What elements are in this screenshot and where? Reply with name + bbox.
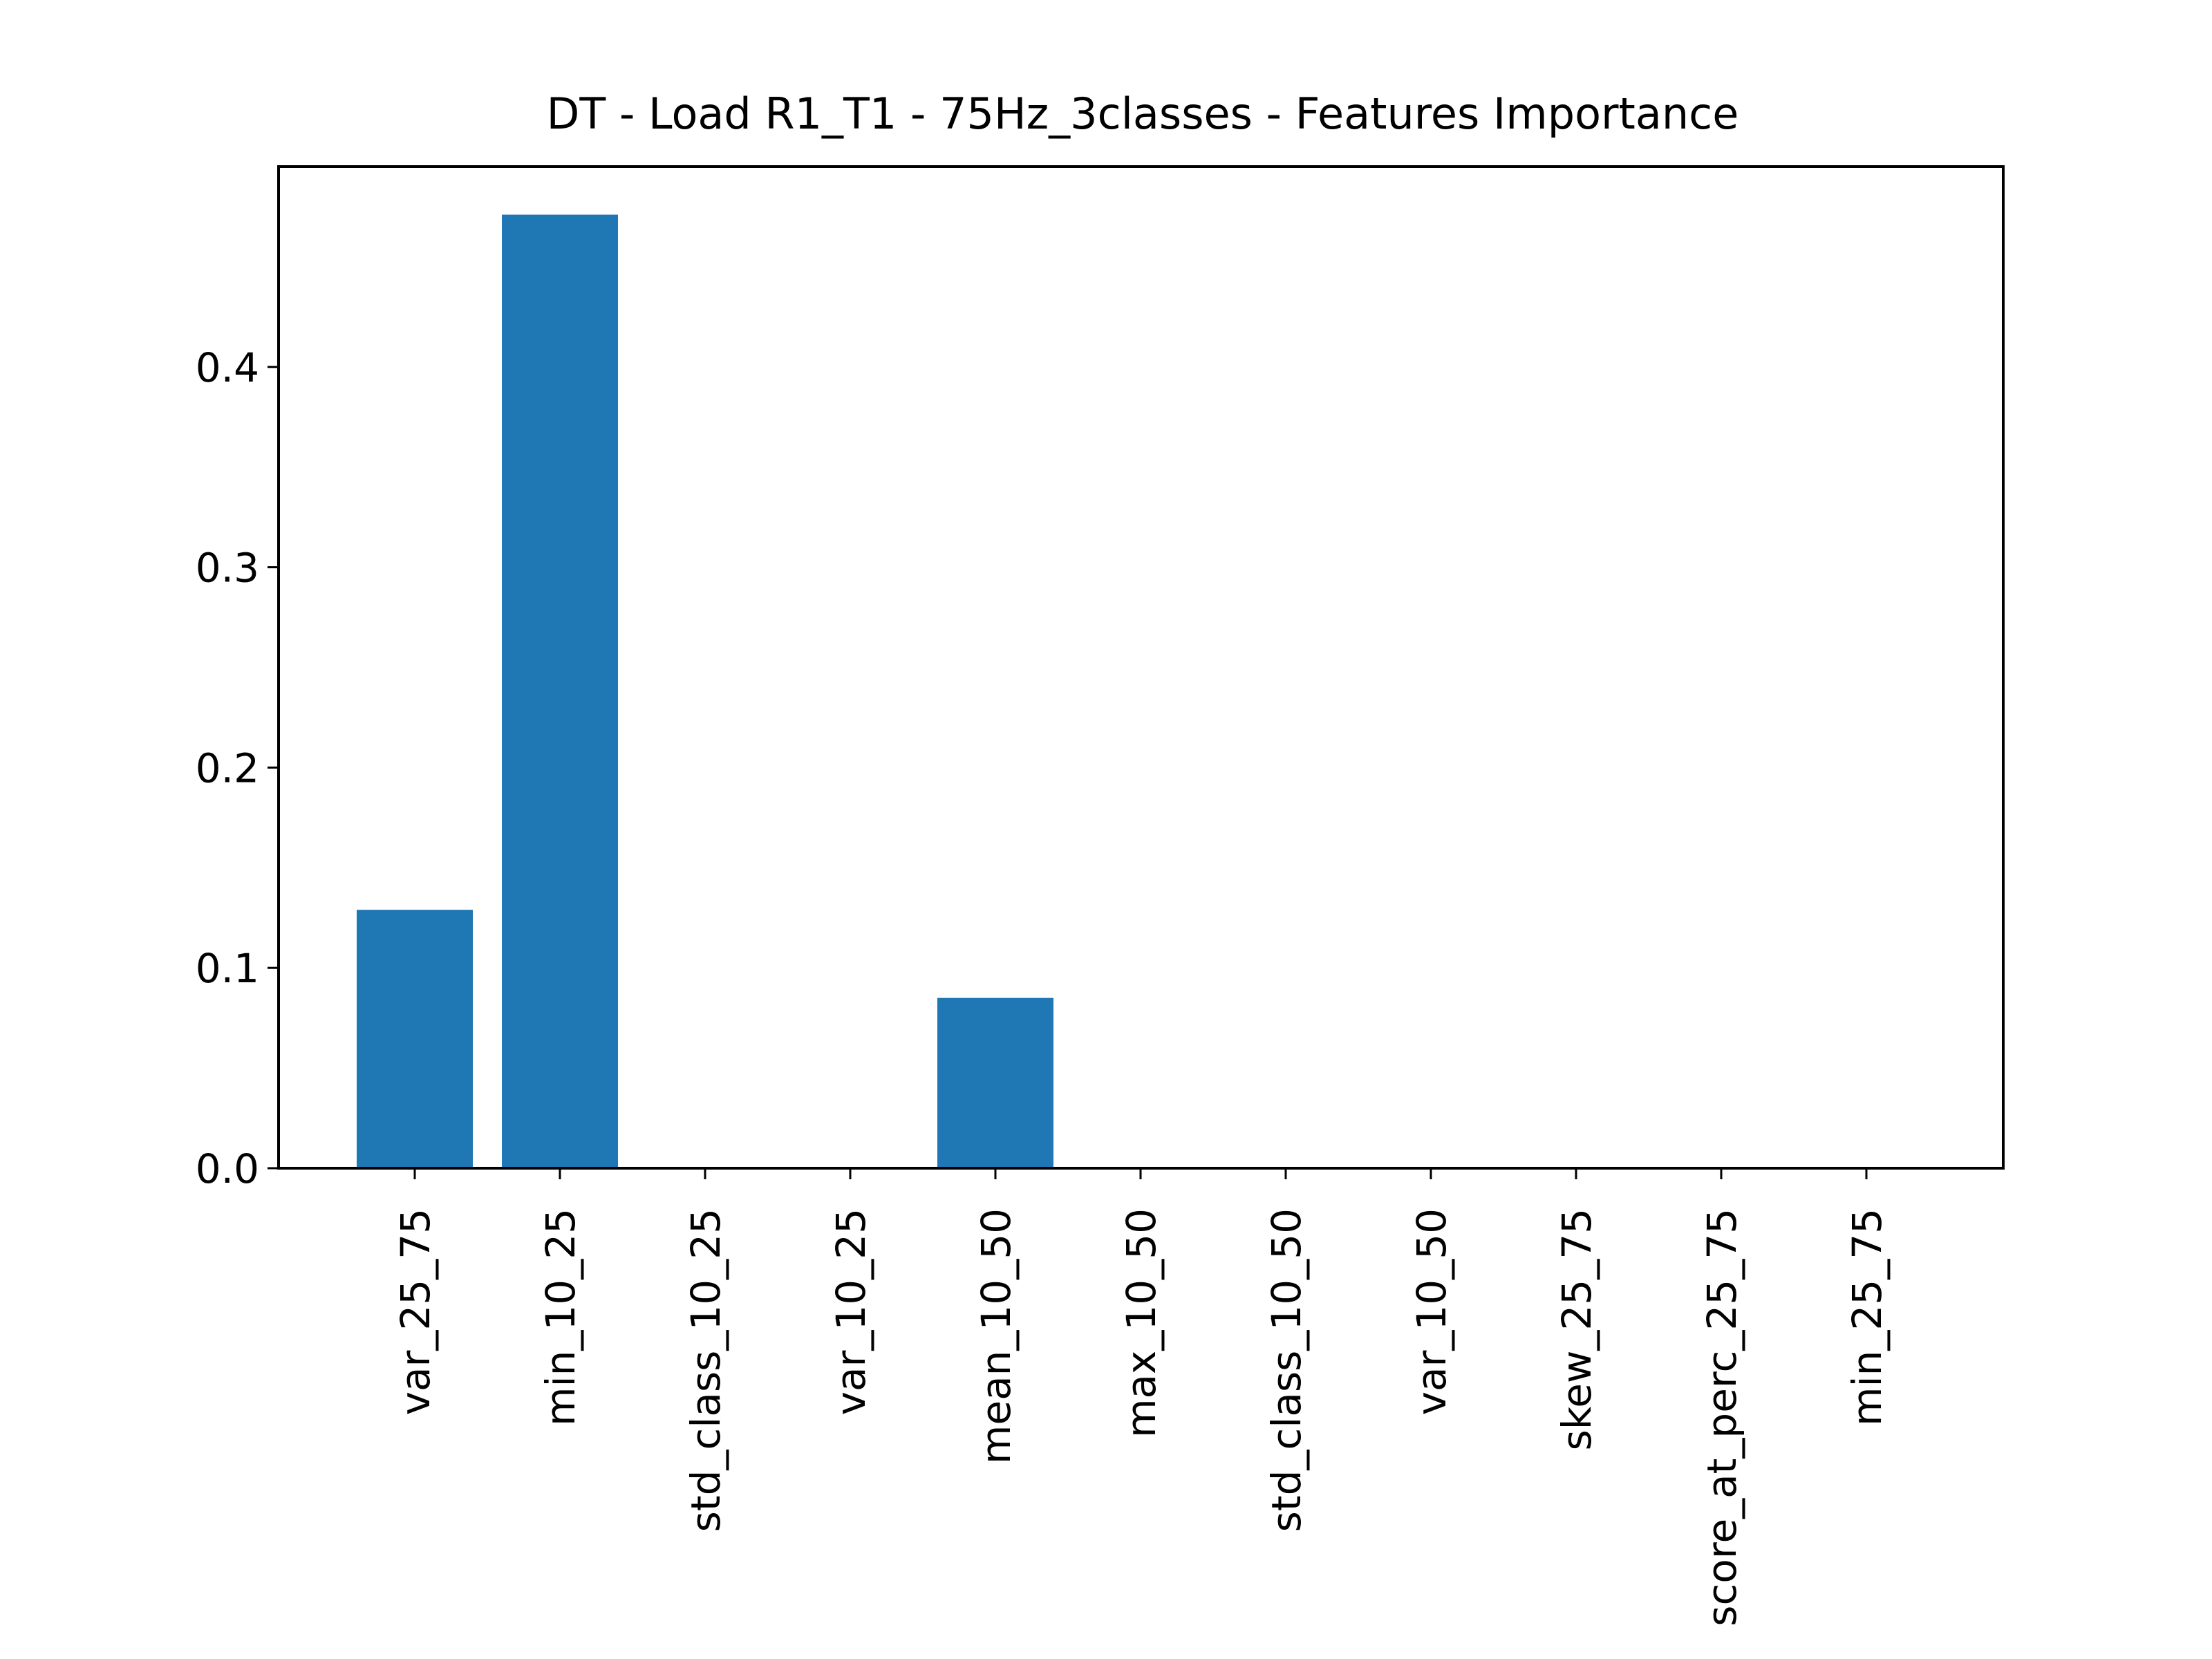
x-tick-label: max_10_50 — [1118, 1208, 1165, 1438]
x-tick-label: min_25_75 — [1844, 1208, 1891, 1426]
y-tick-label: 0.3 — [196, 545, 259, 592]
y-tick-label: 0.1 — [196, 945, 259, 992]
bar-min_10_25 — [502, 214, 618, 1168]
x-tick-label: var_10_50 — [1408, 1208, 1455, 1415]
x-tick-label: skew_25_75 — [1553, 1208, 1600, 1450]
x-tick-label: std_class_10_50 — [1263, 1208, 1310, 1532]
x-tick-label: mean_10_50 — [973, 1208, 1020, 1464]
x-tick-label: min_10_25 — [537, 1208, 584, 1426]
bar-mean_10_50 — [937, 997, 1053, 1168]
bar-var_25_75 — [357, 910, 473, 1168]
chart-title: DT - Load R1_T1 - 75Hz_3classes - Featur… — [547, 88, 1739, 139]
x-tick-label: var_10_25 — [827, 1208, 874, 1415]
y-tick-label: 0.2 — [196, 744, 259, 791]
x-tick-label: std_class_10_25 — [682, 1208, 729, 1532]
plot-layer: 0.0 0.1 0.2 0.3 0.4 var_25_75 min_10_25 std_cla… — [196, 165, 2005, 1627]
x-tick-label: var_25_75 — [392, 1208, 439, 1415]
x-tick-label: score_at_perc_25_75 — [1698, 1208, 1745, 1627]
y-tick-label: 0.0 — [196, 1145, 259, 1192]
plot-frame — [277, 165, 2005, 1170]
y-tick-label: 0.4 — [196, 344, 259, 391]
